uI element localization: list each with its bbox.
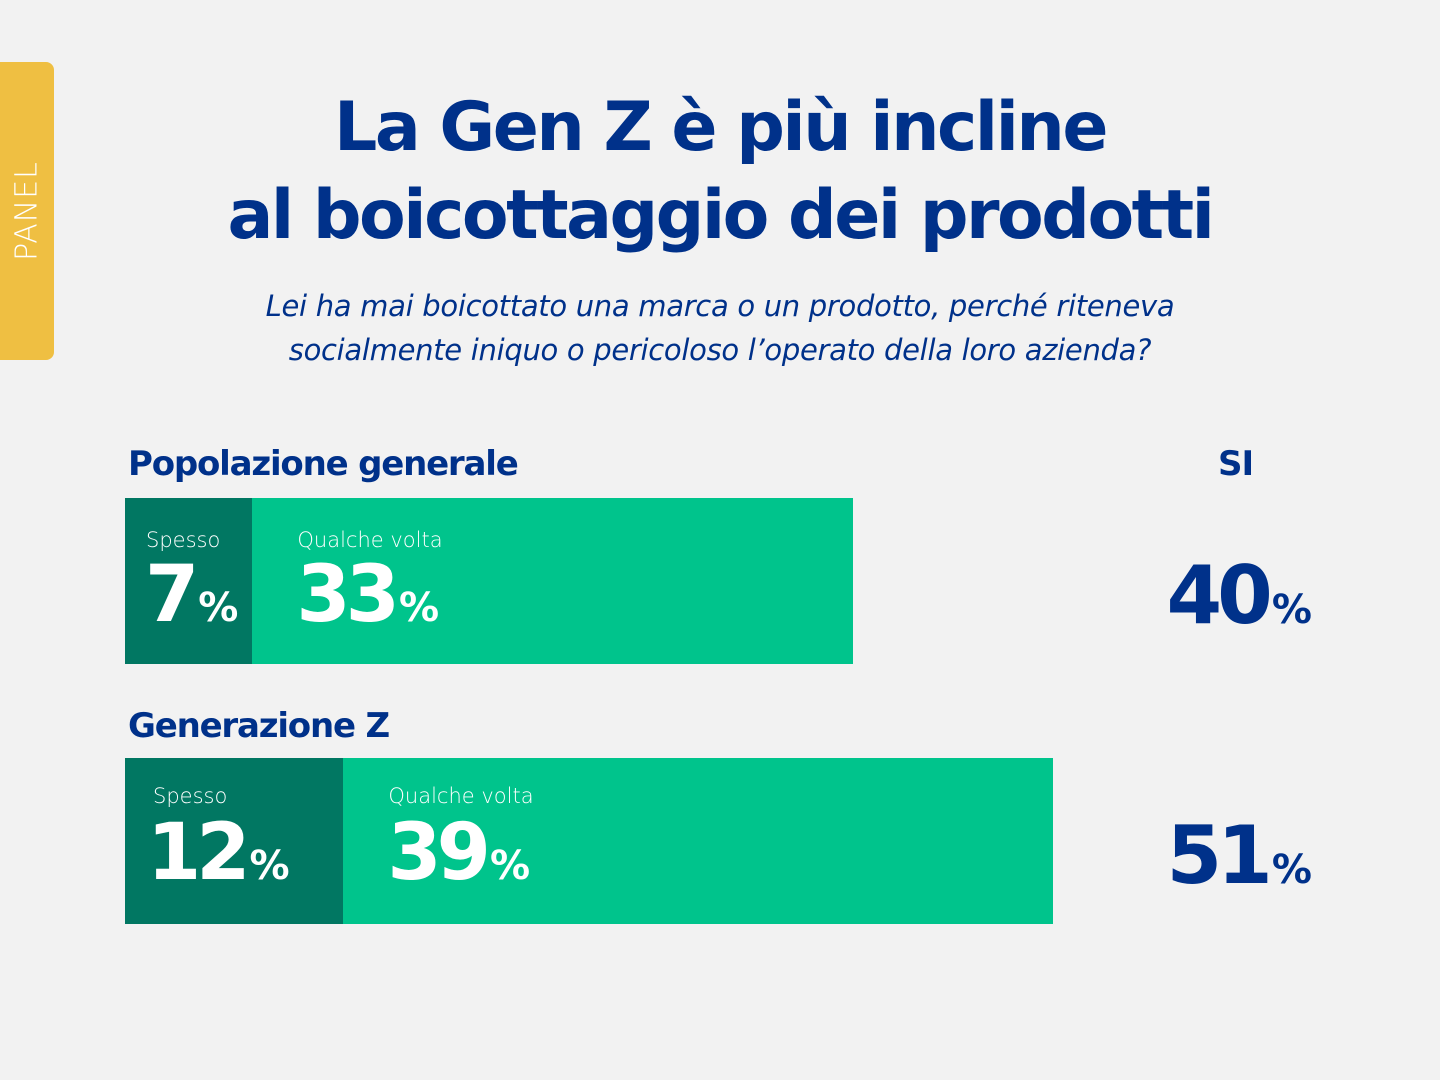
segment-label: Spesso — [146, 528, 221, 552]
bar-segment-spesso: Spesso 12% — [125, 758, 344, 924]
segment-value-label: 39% — [387, 808, 531, 898]
chart-title: La Gen Z è più incline al boicottaggio d… — [0, 84, 1440, 260]
bar-segment-qualche-volta: Qualche volta 39% — [343, 758, 1054, 924]
segment-value-label: 33% — [296, 550, 440, 640]
segment-label: Qualche volta — [388, 784, 534, 808]
category-label: Generazione Z — [128, 706, 390, 746]
category-label: Popolazione generale — [128, 444, 519, 484]
total-value-label: 51% — [1166, 809, 1312, 902]
segment-value-label: 12% — [147, 808, 290, 898]
chart-subtitle-line-2: socialmente iniquo o pericoloso l’operat… — [288, 333, 1152, 367]
total-value-label: 40% — [1166, 549, 1312, 642]
bar-segment-spesso: Spesso 7% — [125, 498, 253, 664]
chart-title-line-2: al boicottaggio dei prodotti — [227, 176, 1215, 255]
totals-header: SI — [1218, 444, 1254, 484]
bar-segment-qualche-volta: Qualche volta 33% — [252, 498, 853, 664]
chart-subtitle-line-1: Lei ha mai boicottato una marca o un pro… — [265, 289, 1175, 323]
segment-value-label: 7% — [145, 550, 239, 640]
chart-title-line-1: La Gen Z è più incline — [334, 88, 1108, 167]
segment-label: Spesso — [153, 784, 228, 808]
panel-tab: PANEL — [0, 62, 54, 360]
chart-subtitle: Lei ha mai boicottato una marca o un pro… — [0, 284, 1440, 372]
segment-label: Qualche volta — [297, 528, 443, 552]
